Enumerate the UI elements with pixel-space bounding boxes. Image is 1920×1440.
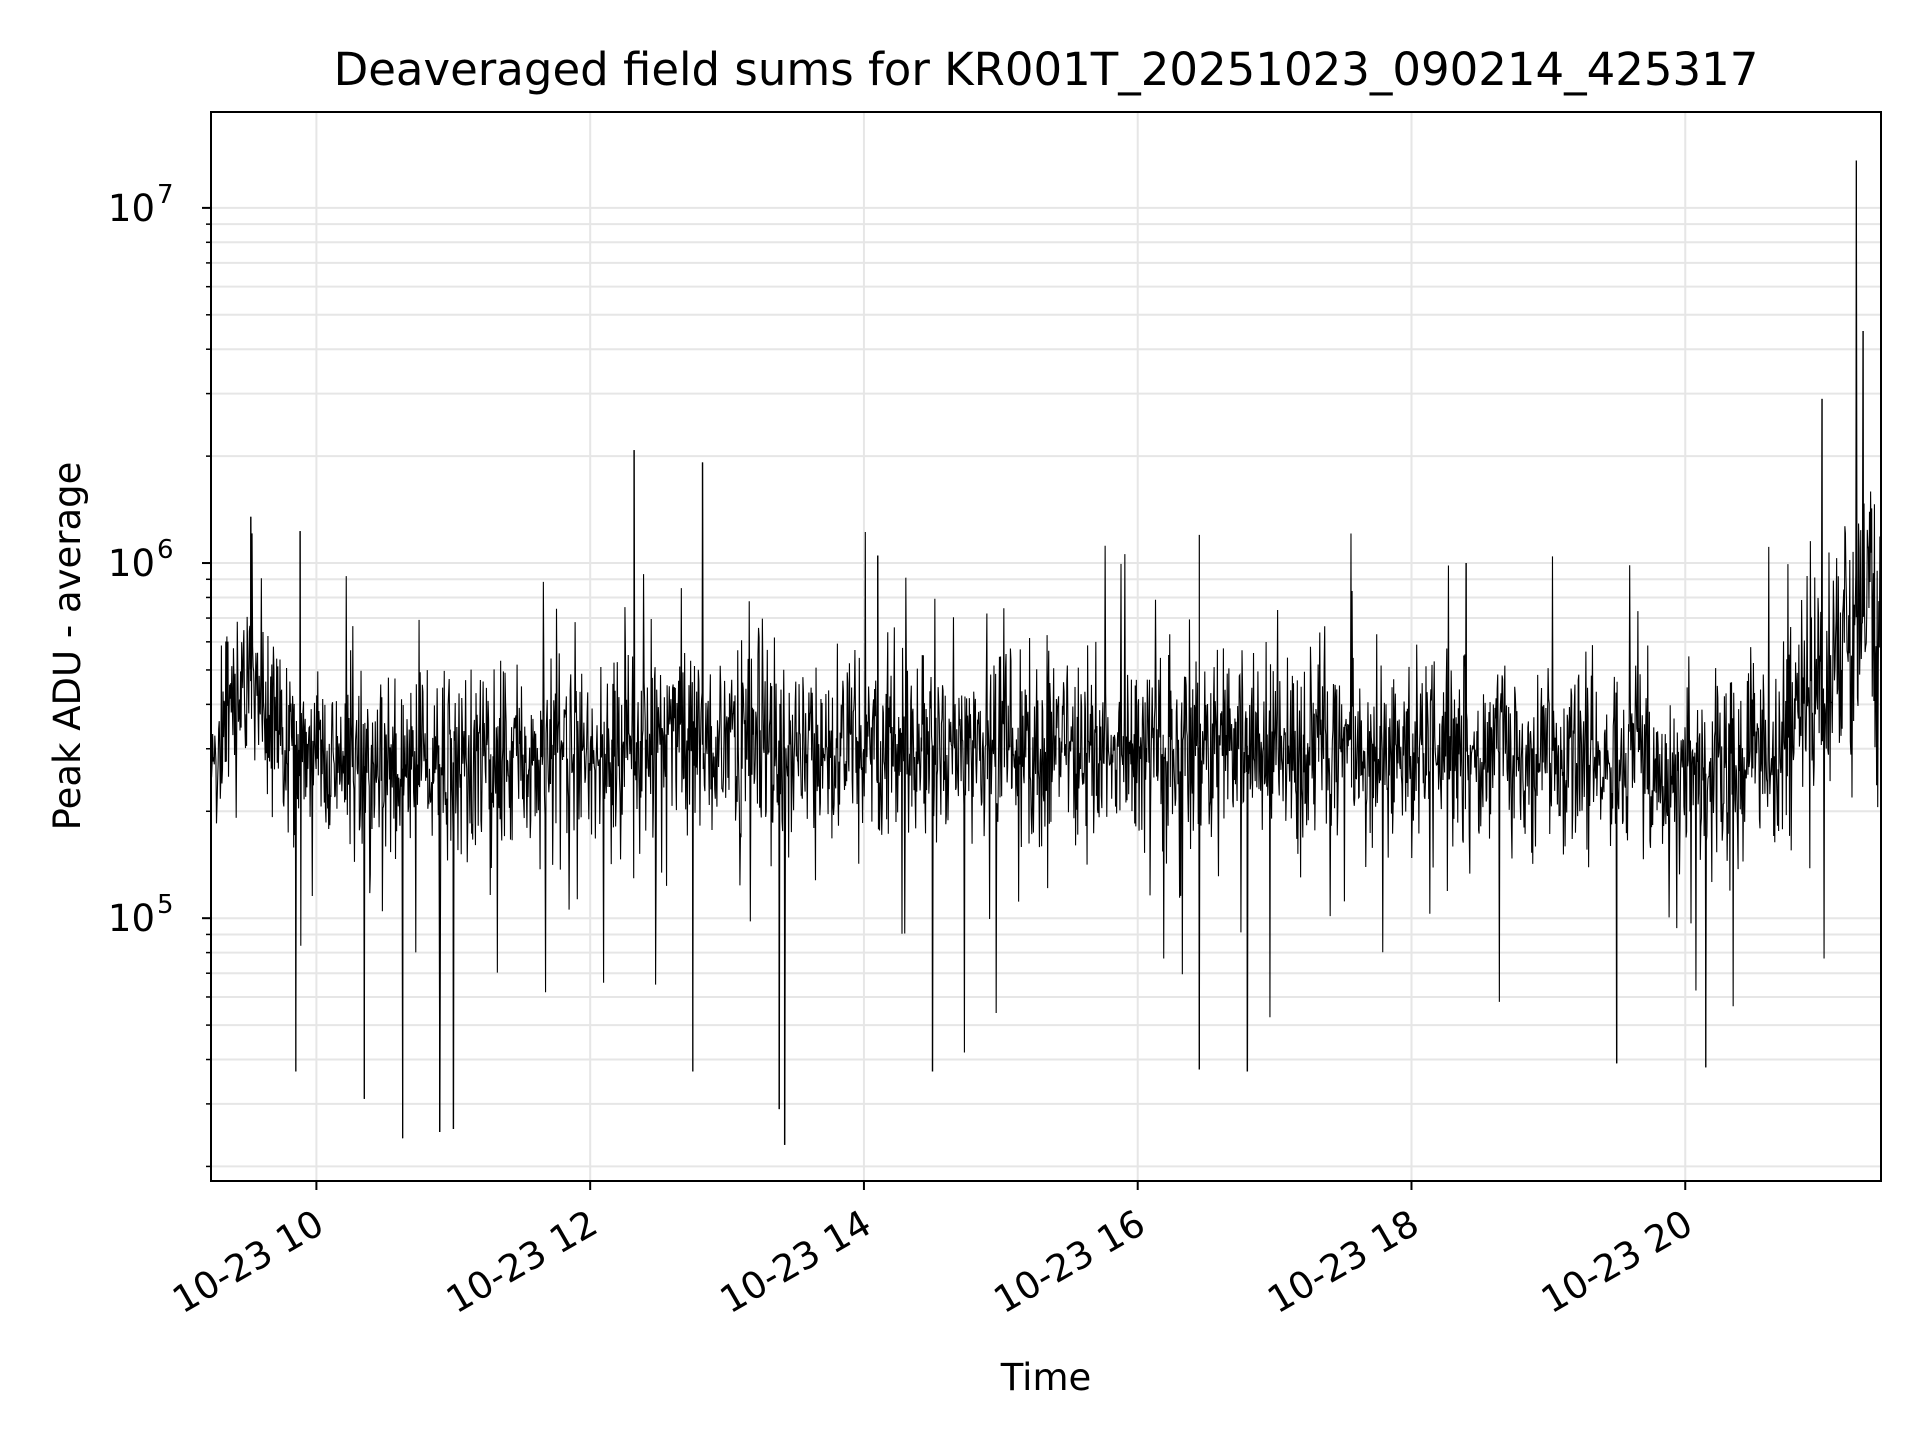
y-tick-exponent: 7 — [157, 180, 174, 210]
series-layer — [211, 160, 1881, 1145]
series-line — [211, 160, 1881, 1145]
y-tick-label: 10 — [108, 897, 155, 940]
y-tick-label: 10 — [108, 187, 155, 230]
y-tick-exponent: 5 — [157, 890, 174, 920]
chart-title: Deaveraged field sums for KR001T_2025102… — [334, 43, 1759, 96]
major-gridlines — [211, 112, 1881, 1181]
plot-area — [210, 111, 1882, 1182]
x-axis-label: Time — [1000, 1356, 1092, 1399]
axes-frame — [210, 111, 1882, 1182]
minor-gridlines — [211, 223, 1881, 1168]
y-tick-exponent: 6 — [157, 535, 174, 565]
y-axis-label: Peak ADU - average — [46, 462, 89, 831]
y-tick-label: 10 — [108, 542, 155, 585]
peak-markers — [250, 160, 1864, 1145]
